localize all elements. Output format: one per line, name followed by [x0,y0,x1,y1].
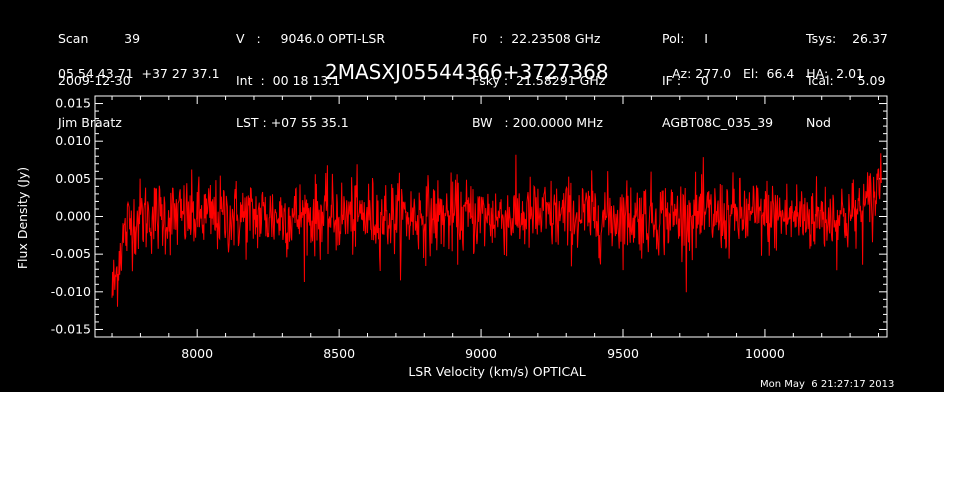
header-integration: Int : 00 18 13.1 [236,73,341,88]
y-tick-label: -0.010 [51,284,91,299]
header-observer: Jim Braatz [58,115,122,130]
header-velocity: V : 9046.0 OPTI-LSR [236,31,386,46]
header-f0: F0 : 22.23508 GHz [472,31,601,46]
header-mode: Nod [806,115,831,130]
header-col-tsys: Tsys: 26.37 Tcal: 5.09 Nod [806,4,888,144]
y-tick-label: 0.010 [55,133,91,148]
x-axis-label: LSR Velocity (km/s) OPTICAL [408,364,585,379]
chart-title: 2MASXJ05544366+3727368 [325,60,609,84]
header-bw: BW : 200.0000 MHz [472,115,603,130]
header-scan: Scan 39 [58,31,141,46]
header-tsys: Tsys: 26.37 [806,31,888,46]
y-tick-label: 0.015 [55,96,91,111]
header-lst: LST : +07 55 35.1 [236,115,349,130]
x-tick-label: 9000 [465,346,497,361]
header-col-frequency: F0 : 22.23508 GHz Fsky : 21.58291 GHz BW… [472,4,605,144]
y-tick-label: -0.005 [51,246,91,261]
header-if: IF : 0 [662,73,709,88]
x-tick-label: 10000 [745,346,785,361]
y-tick-label: 0.005 [55,171,91,186]
az-el-ha: Az: 277.0 El: 66.4 HA: 2.01 [672,66,865,81]
timestamp: Mon May 6 21:27:17 2013 [760,379,895,390]
header-fsky: Fsky : 21.58291 GHz [472,73,606,88]
spectrum-trace [111,153,882,307]
header-tcal: Tcal: 5.09 [806,73,886,88]
y-tick-label: -0.015 [51,321,91,336]
header-pol: Pol: I [662,31,708,46]
header-date: 2009-12-30 [58,73,131,88]
y-tick-label: 0.000 [55,209,91,224]
x-axis: 8000 8500 9000 9500 10000 [111,96,879,361]
header-col-velocity: V : 9046.0 OPTI-LSR Int : 00 18 13.1 LST… [236,4,385,144]
y-axis-label: Flux Density (Jy) [15,167,30,269]
x-tick-label: 8000 [181,346,213,361]
y-axis: -0.015 -0.010 -0.005 0.000 0.005 0.010 0.015 [51,96,887,336]
header-col-pol: Pol: I IF : 0 AGBT08C_035_39 [662,4,773,144]
source-coordinates: 05 54 43.71 +37 27 37.1 [58,66,220,81]
header-project: AGBT08C_035_39 [662,115,774,130]
x-tick-label: 8500 [323,346,355,361]
x-tick-label: 9500 [607,346,639,361]
header-col-scan: Scan 39 2009-12-30 Jim Braatz [58,4,140,144]
